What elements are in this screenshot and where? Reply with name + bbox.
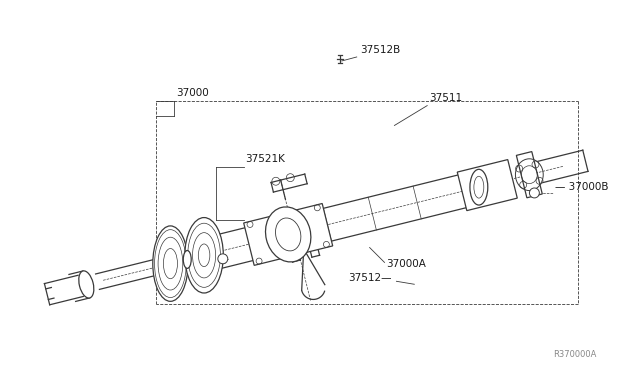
- Text: R370000A: R370000A: [553, 350, 596, 359]
- Circle shape: [529, 188, 540, 198]
- Text: 37512—: 37512—: [348, 273, 391, 283]
- Ellipse shape: [79, 271, 94, 298]
- Polygon shape: [516, 151, 542, 198]
- Ellipse shape: [185, 218, 223, 293]
- Ellipse shape: [153, 226, 188, 301]
- Circle shape: [218, 254, 228, 264]
- Ellipse shape: [470, 169, 488, 205]
- Ellipse shape: [266, 207, 311, 262]
- Polygon shape: [457, 160, 517, 211]
- Text: — 37000B: — 37000B: [556, 182, 609, 192]
- Text: 37511: 37511: [429, 93, 462, 103]
- Text: 37000: 37000: [176, 88, 209, 98]
- Text: 37521K: 37521K: [246, 154, 285, 164]
- Text: 37512B: 37512B: [360, 45, 400, 55]
- Ellipse shape: [183, 250, 191, 268]
- Text: 37000A: 37000A: [387, 259, 426, 269]
- Polygon shape: [244, 203, 333, 265]
